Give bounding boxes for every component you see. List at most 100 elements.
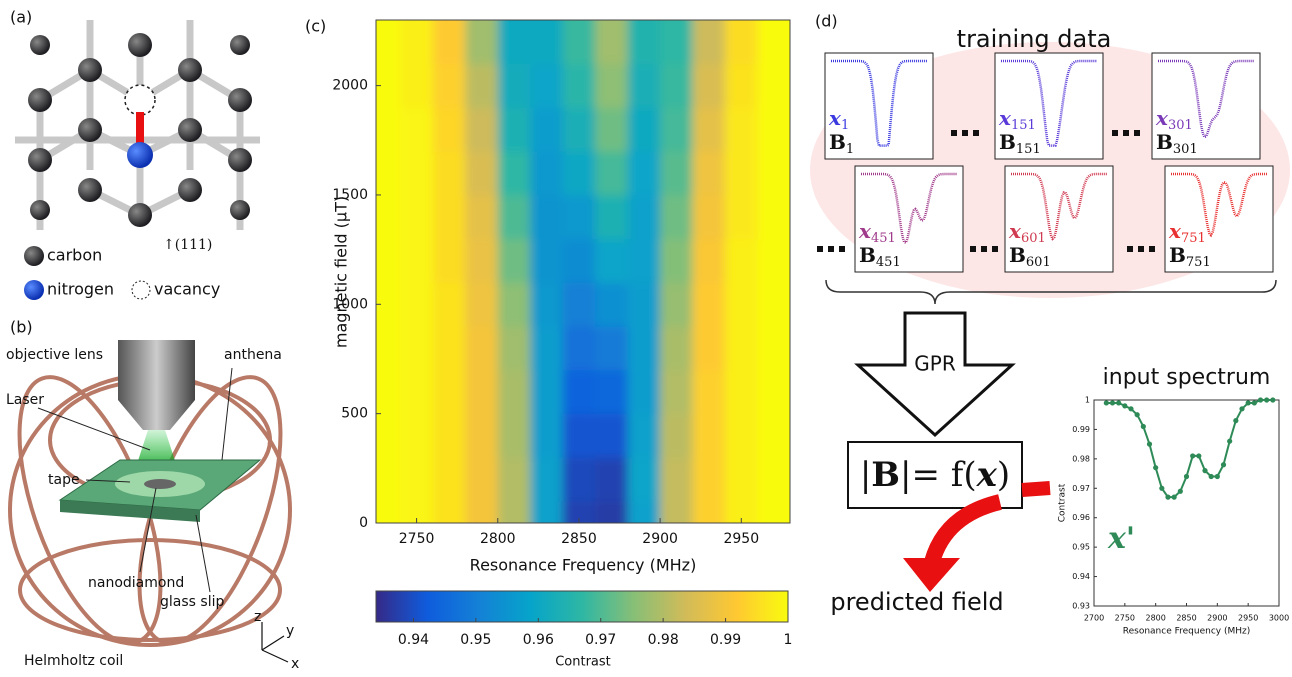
heatmap-cell bbox=[660, 151, 694, 196]
heatmap-cell bbox=[562, 501, 596, 523]
heatmap-cell bbox=[497, 151, 531, 196]
callouts bbox=[37, 367, 233, 593]
heatmap-cell bbox=[757, 457, 790, 502]
spectrum-point bbox=[1153, 465, 1159, 471]
heatmap-cell bbox=[497, 457, 531, 502]
part-label: glass slip bbox=[160, 594, 224, 610]
spectrum-point bbox=[1202, 468, 1208, 474]
heatmap-cell bbox=[562, 238, 596, 283]
series-label: x' bbox=[1107, 521, 1135, 556]
heatmap-cell bbox=[465, 501, 499, 523]
heatmap-cell bbox=[465, 194, 499, 240]
b-subscript: 601 bbox=[1026, 255, 1051, 270]
plot-frame bbox=[375, 19, 791, 524]
heatmap-cell bbox=[530, 107, 564, 152]
thumbnail-x-label: x751 bbox=[1168, 219, 1206, 246]
nanodiamond bbox=[144, 479, 176, 489]
spectrum-point bbox=[1208, 473, 1214, 480]
legend-label: vacancy bbox=[154, 280, 220, 299]
output-arrow bbox=[924, 494, 1003, 565]
x-symbol: x bbox=[1168, 219, 1182, 243]
heatmap-cell bbox=[432, 457, 466, 502]
heatmap-cell bbox=[497, 413, 531, 458]
heatmap-cell bbox=[376, 194, 401, 240]
heatmap-cell bbox=[757, 326, 790, 371]
heatmap-cell bbox=[692, 238, 726, 283]
heatmap-cell bbox=[595, 369, 629, 415]
spectrum-point bbox=[1122, 403, 1128, 409]
heatmap-cell bbox=[660, 63, 694, 108]
spectrum-point bbox=[1177, 488, 1183, 494]
spectrum-point bbox=[1116, 400, 1122, 406]
x-symbol: x bbox=[1155, 106, 1169, 130]
heatmap-cell bbox=[400, 107, 434, 152]
heatmap-cell bbox=[692, 107, 726, 152]
thumbnail-x-label: x451 bbox=[858, 219, 896, 246]
heatmap-cell bbox=[725, 413, 759, 458]
heatmap-cell bbox=[562, 457, 596, 502]
heatmap-cell bbox=[562, 63, 596, 108]
heatmap-cell bbox=[530, 151, 564, 196]
spectrum-point bbox=[1239, 406, 1245, 412]
x-tick-label: 2750 bbox=[399, 531, 435, 547]
carbon-atoms bbox=[28, 33, 252, 227]
heatmap-cell bbox=[660, 457, 694, 502]
heatmap-cell bbox=[400, 501, 434, 523]
spectrum-point bbox=[1264, 397, 1270, 403]
spectrum-point bbox=[1245, 400, 1251, 406]
heatmap-cell bbox=[692, 413, 726, 458]
method-label: GPR bbox=[914, 352, 956, 376]
heatmap-cell bbox=[376, 457, 401, 502]
legend-label: nitrogen bbox=[47, 280, 114, 299]
spectrum-point bbox=[1220, 462, 1227, 468]
colorbar-tick-label: 1 bbox=[784, 632, 793, 648]
thumbnail-curve bbox=[831, 59, 927, 147]
heatmap-cell bbox=[497, 369, 531, 415]
heatmap-cell bbox=[692, 151, 726, 196]
heatmap-cell bbox=[595, 107, 629, 152]
x-tick-label: 2950 bbox=[1238, 614, 1258, 623]
heatmap-cell bbox=[660, 413, 694, 458]
heatmap-cell bbox=[376, 369, 401, 415]
heatmap-cell bbox=[627, 194, 661, 240]
heatmap-cell bbox=[497, 238, 531, 283]
thumbnail-curve bbox=[1158, 59, 1254, 139]
heatmap-cell bbox=[595, 413, 629, 458]
y-tick-label: 0.93 bbox=[1072, 602, 1090, 611]
direction-label: ↑(111) bbox=[163, 237, 212, 253]
spectrum-point bbox=[1109, 400, 1116, 406]
y-tick-label: 0.94 bbox=[1072, 572, 1090, 581]
formula-part: B bbox=[871, 455, 900, 495]
colorbar-tick-label: 0.94 bbox=[398, 632, 429, 648]
heatmap-cell bbox=[465, 326, 499, 371]
heatmap-cell bbox=[725, 20, 759, 65]
x-tick-label: 2800 bbox=[480, 531, 516, 547]
x-subscript: 601 bbox=[1021, 231, 1046, 246]
y-tick-label: 0.98 bbox=[1072, 454, 1090, 463]
heatmap-cell bbox=[497, 282, 531, 327]
heatmap-cells bbox=[376, 20, 790, 523]
heatmap-cell bbox=[562, 282, 596, 327]
thumbnail-b-label: B1 bbox=[829, 130, 854, 157]
heatmap-cell bbox=[497, 501, 531, 523]
heatmap-cell bbox=[757, 107, 790, 152]
y-axis-label: magnetic field (μT) bbox=[332, 196, 351, 348]
heatmap-cell bbox=[376, 501, 401, 523]
spectrum-point bbox=[1134, 412, 1140, 418]
chart-title: input spectrum bbox=[1103, 365, 1271, 390]
heatmap-cell bbox=[757, 63, 790, 108]
heatmap-cell bbox=[725, 326, 759, 371]
legend-icon bbox=[24, 246, 44, 266]
output-arrow-head bbox=[903, 558, 960, 592]
heatmap-cell bbox=[465, 151, 499, 196]
heatmap-cell bbox=[595, 282, 629, 327]
heatmap-cell bbox=[692, 20, 726, 65]
heatmap-cell bbox=[432, 413, 466, 458]
x-symbol: x bbox=[828, 106, 842, 130]
heatmap-cell bbox=[725, 369, 759, 415]
training-thumbnails: x1B1x151B151x301B301x451B451x601B601x751… bbox=[824, 52, 1274, 273]
b-symbol: B bbox=[859, 243, 876, 267]
heatmap-cell bbox=[400, 194, 434, 240]
heatmap-cell bbox=[757, 369, 790, 415]
colorbar-tick-label: 0.96 bbox=[523, 632, 554, 648]
